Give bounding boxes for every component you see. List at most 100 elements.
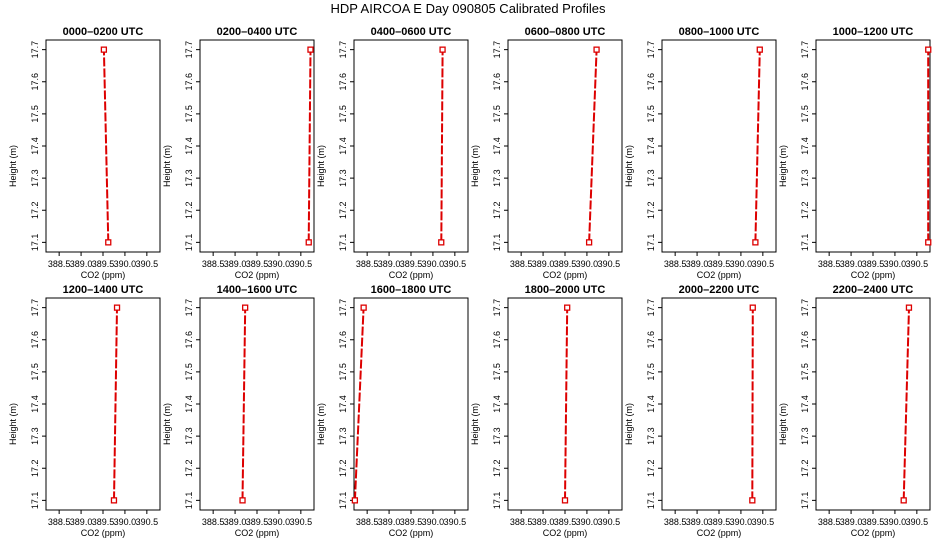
x-tick-label: 389.5 (92, 517, 115, 527)
panel-title: 1800–2000 UTC (525, 284, 606, 296)
y-tick-label: 17.3 (184, 169, 194, 187)
x-tick-label: 389.0 (532, 259, 555, 269)
x-tick-label: 388.5 (202, 259, 225, 269)
x-tick-label: 390.0 (114, 259, 137, 269)
panel-2: 0200–0400 UTC 388.5 389.0 389.5 390.0 390.5 17… (162, 26, 315, 280)
x-tick-label: 390.0 (576, 517, 599, 527)
y-tick-label: 17.7 (184, 41, 194, 59)
y-tick-label: 17.2 (646, 459, 656, 477)
profile-line (102, 49, 110, 243)
x-tick-label: 390.0 (576, 259, 599, 269)
y-tick-label: 17.7 (492, 299, 502, 317)
y-tick-label: 17.6 (338, 331, 348, 349)
y-tick-label: 17.1 (184, 492, 194, 510)
y-axis-label: Height (m) (316, 145, 326, 187)
y-tick-label: 17.1 (338, 492, 348, 510)
panel-4: 0600–0800 UTC 388.5 389.0 389.5 390.0 390.5 17… (470, 26, 623, 280)
y-tick-label: 17.5 (338, 363, 348, 381)
x-tick-label: 388.5 (664, 517, 687, 527)
x-tick-label: 390.5 (906, 517, 929, 527)
x-tick-label: 388.5 (202, 517, 225, 527)
x-tick-label: 389.5 (554, 259, 577, 269)
x-tick-label: 388.5 (818, 517, 841, 527)
y-tick-label: 17.5 (800, 105, 810, 123)
y-tick-label: 17.3 (30, 169, 40, 187)
y-tick-label: 17.2 (800, 459, 810, 477)
x-tick-label: 390.5 (444, 259, 467, 269)
data-point (593, 46, 600, 53)
x-axis-label: CO2 (ppm) (389, 270, 434, 280)
y-tick-label: 17.3 (800, 427, 810, 445)
data-point (305, 239, 312, 246)
profile-line (754, 49, 761, 243)
x-tick-label: 390.5 (444, 517, 467, 527)
x-axis-label: CO2 (ppm) (235, 528, 280, 538)
panel-5: 0800–1000 UTC 388.5 389.0 389.5 390.0 390.5 17… (624, 26, 777, 280)
y-tick-label: 17.2 (338, 201, 348, 219)
data-point (113, 304, 121, 311)
y-tick-label: 17.6 (800, 73, 810, 91)
x-tick-label: 388.5 (356, 517, 379, 527)
y-tick-label: 17.3 (184, 427, 194, 445)
x-tick-label: 388.5 (48, 517, 71, 527)
y-tick-label: 17.7 (184, 299, 194, 317)
y-tick-label: 17.1 (184, 234, 194, 252)
y-tick-label: 17.7 (646, 299, 656, 317)
x-tick-label: 389.5 (708, 259, 731, 269)
y-tick-label: 17.5 (800, 363, 810, 381)
panel-title: 0000–0200 UTC (63, 26, 144, 38)
y-tick-label: 17.5 (184, 105, 194, 123)
x-tick-label: 390.0 (730, 259, 753, 269)
x-axis-label: CO2 (ppm) (81, 270, 126, 280)
plot-frame (45, 39, 161, 253)
x-axis-label: CO2 (ppm) (851, 270, 896, 280)
x-tick-label: 389.0 (70, 517, 93, 527)
data-point (239, 497, 246, 504)
data-point (351, 497, 359, 504)
x-tick-label: 390.5 (136, 517, 159, 527)
y-tick-label: 17.7 (338, 299, 348, 317)
data-point (752, 239, 759, 246)
x-tick-label: 390.5 (290, 517, 313, 527)
x-tick-label: 390.0 (884, 517, 907, 527)
y-tick-label: 17.3 (30, 427, 40, 445)
x-tick-label: 389.5 (246, 259, 269, 269)
data-point (900, 497, 907, 504)
x-tick-label: 389.0 (840, 259, 863, 269)
data-point (242, 304, 249, 311)
y-tick-label: 17.6 (338, 73, 348, 91)
plot-frame (507, 39, 623, 253)
panel-title: 1200–1400 UTC (63, 284, 144, 296)
x-tick-label: 389.0 (70, 259, 93, 269)
profile-line (440, 49, 444, 243)
x-tick-label: 390.5 (752, 259, 775, 269)
data-point (439, 46, 446, 53)
y-tick-label: 17.2 (338, 459, 348, 477)
profile-line (902, 307, 910, 501)
x-tick-label: 389.0 (224, 259, 247, 269)
x-tick-label: 389.5 (554, 517, 577, 527)
panel-title: 0200–0400 UTC (217, 26, 298, 38)
x-tick-label: 389.0 (686, 259, 709, 269)
y-axis-label: Height (m) (778, 403, 788, 445)
y-tick-label: 17.5 (646, 363, 656, 381)
data-point (925, 239, 932, 246)
y-tick-label: 17.4 (338, 137, 348, 155)
y-tick-label: 17.1 (492, 492, 502, 510)
y-axis-label: Height (m) (624, 145, 634, 187)
y-tick-label: 17.6 (184, 73, 194, 91)
panel-title: 1600–1800 UTC (371, 284, 452, 296)
x-tick-label: 388.5 (510, 517, 533, 527)
y-tick-label: 17.3 (492, 169, 502, 187)
panel-8: 1400–1600 UTC 388.5 389.0 389.5 390.0 390.5 17… (162, 284, 315, 538)
y-tick-label: 17.1 (30, 234, 40, 252)
y-tick-label: 17.6 (492, 331, 502, 349)
y-axis-label: Height (m) (8, 145, 18, 187)
x-tick-label: 388.5 (510, 259, 533, 269)
x-tick-label: 389.0 (686, 517, 709, 527)
profile-line (353, 307, 365, 501)
x-axis-label: CO2 (ppm) (851, 528, 896, 538)
x-tick-label: 389.0 (378, 517, 401, 527)
y-tick-label: 17.4 (184, 137, 194, 155)
plot-frame (661, 297, 777, 511)
